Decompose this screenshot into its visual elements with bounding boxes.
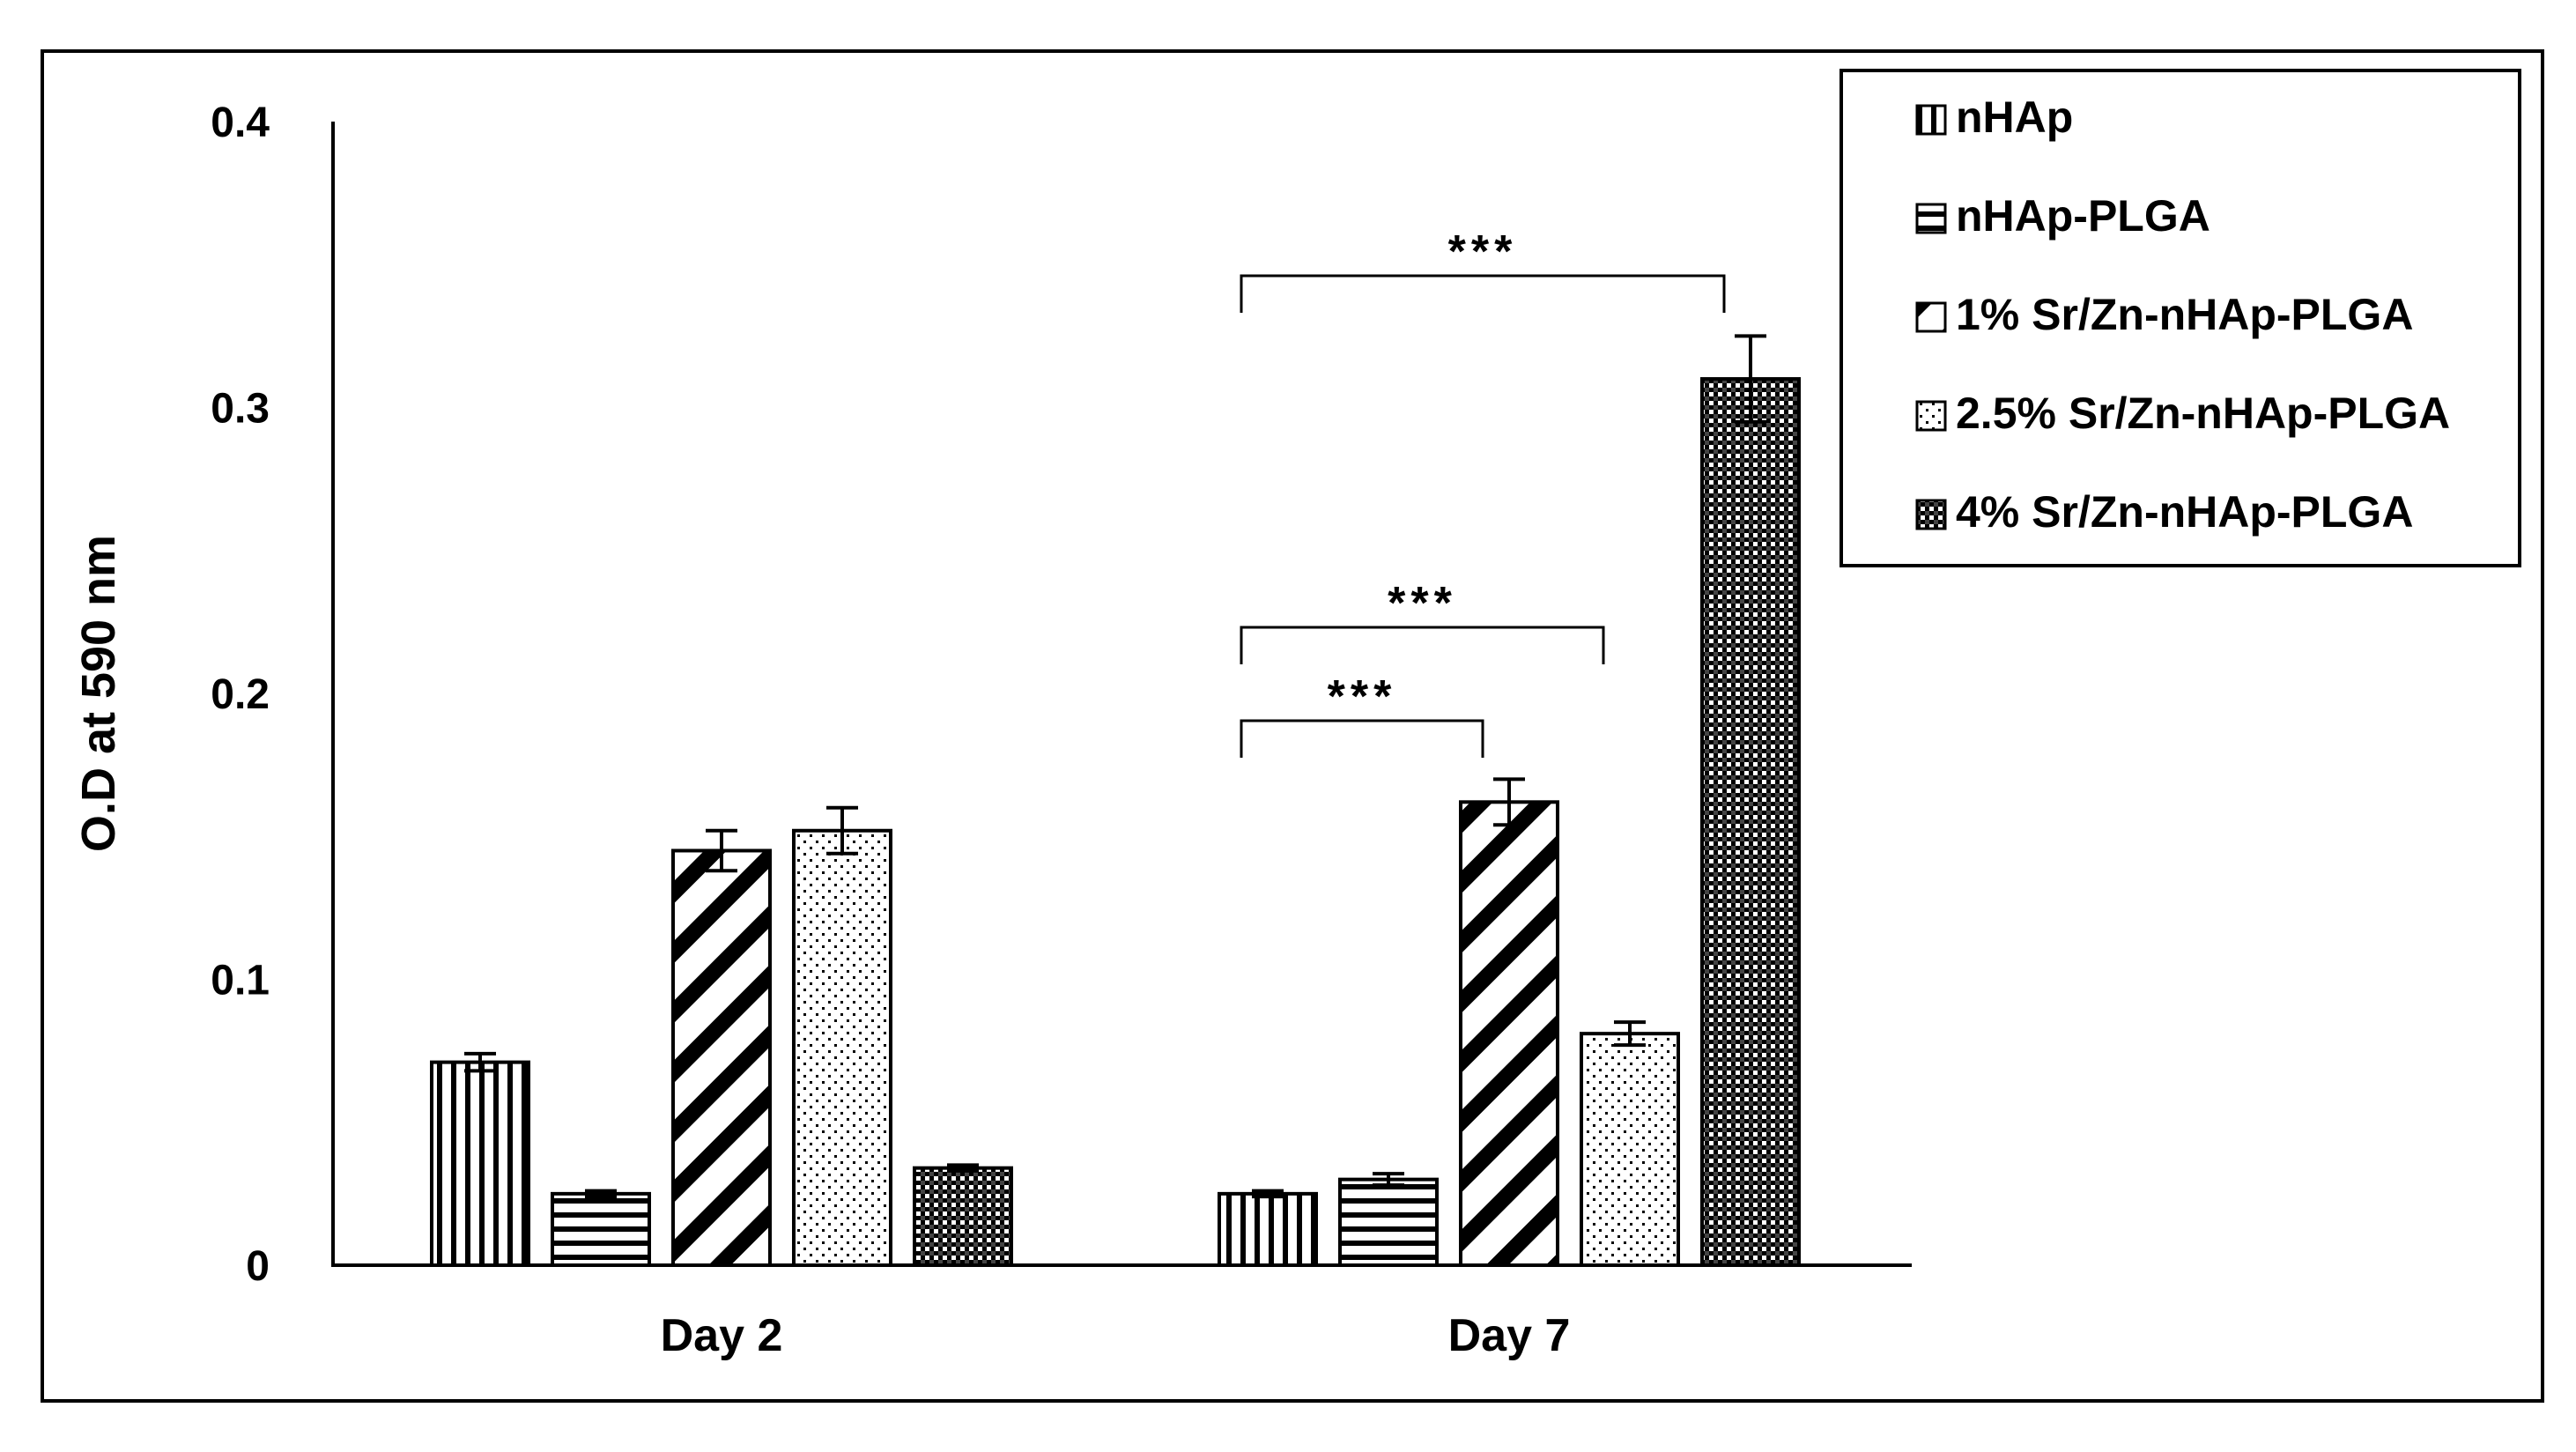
y-tick-label: 0 (246, 1243, 270, 1290)
legend-swatch (1915, 104, 1947, 136)
bar (1459, 800, 1559, 1267)
bar (551, 1191, 651, 1267)
category-label: Day 2 (661, 1310, 783, 1361)
legend-label: 4% Sr/Zn-nHAp-PLGA (1956, 487, 2413, 537)
bar (430, 1060, 530, 1267)
bar (1700, 377, 1801, 1267)
y-axis-label: O.D at 590 nm (72, 535, 125, 852)
legend: nHAp nHAp-PLGA 1% Sr/Zn-nHAp-PLGA 2.5% Sr/Z… (1839, 69, 2521, 567)
significance-bracket (1240, 626, 1605, 664)
bar (1218, 1191, 1318, 1267)
y-tick-label: 0.4 (211, 100, 270, 146)
legend-label: 2.5% Sr/Zn-nHAp-PLGA (1956, 389, 2450, 438)
legend-items: nHAp nHAp-PLGA 1% Sr/Zn-nHAp-PLGA 2.5% Sr/Z… (1915, 93, 2450, 537)
y-tick-label: 0.3 (211, 386, 270, 433)
bar (1338, 1177, 1439, 1268)
significance-brackets: *** *** *** (1240, 226, 1726, 758)
legend-swatch (1915, 400, 1947, 432)
y-tick-label: 0.1 (211, 958, 270, 1004)
category-labels: Day 2 Day 7 (661, 1310, 1571, 1361)
bar (1580, 1032, 1680, 1268)
significance-label: *** (1328, 671, 1397, 722)
bar (671, 848, 772, 1267)
legend-box (1839, 69, 2521, 567)
y-tick-labels: 0 0.1 0.2 0.3 0.4 (211, 100, 270, 1290)
legend-label: nHAp (1956, 93, 2073, 142)
legend-swatch (1915, 203, 1947, 234)
significance-bracket (1240, 274, 1726, 313)
significance-bracket (1240, 719, 1484, 758)
significance-label: *** (1448, 226, 1518, 278)
bar (913, 1166, 1013, 1268)
bars (430, 377, 1801, 1268)
category-label: Day 7 (1448, 1310, 1571, 1361)
y-tick-label: 0.2 (211, 671, 270, 718)
error-bars (464, 334, 1766, 1199)
legend-swatch (1915, 301, 1947, 333)
chart-frame (41, 49, 2544, 1403)
legend-label: 1% Sr/Zn-nHAp-PLGA (1956, 290, 2413, 339)
legend-swatch (1915, 499, 1947, 530)
bar (792, 828, 892, 1267)
legend-label: nHAp-PLGA (1956, 191, 2210, 241)
significance-label: *** (1388, 578, 1457, 629)
